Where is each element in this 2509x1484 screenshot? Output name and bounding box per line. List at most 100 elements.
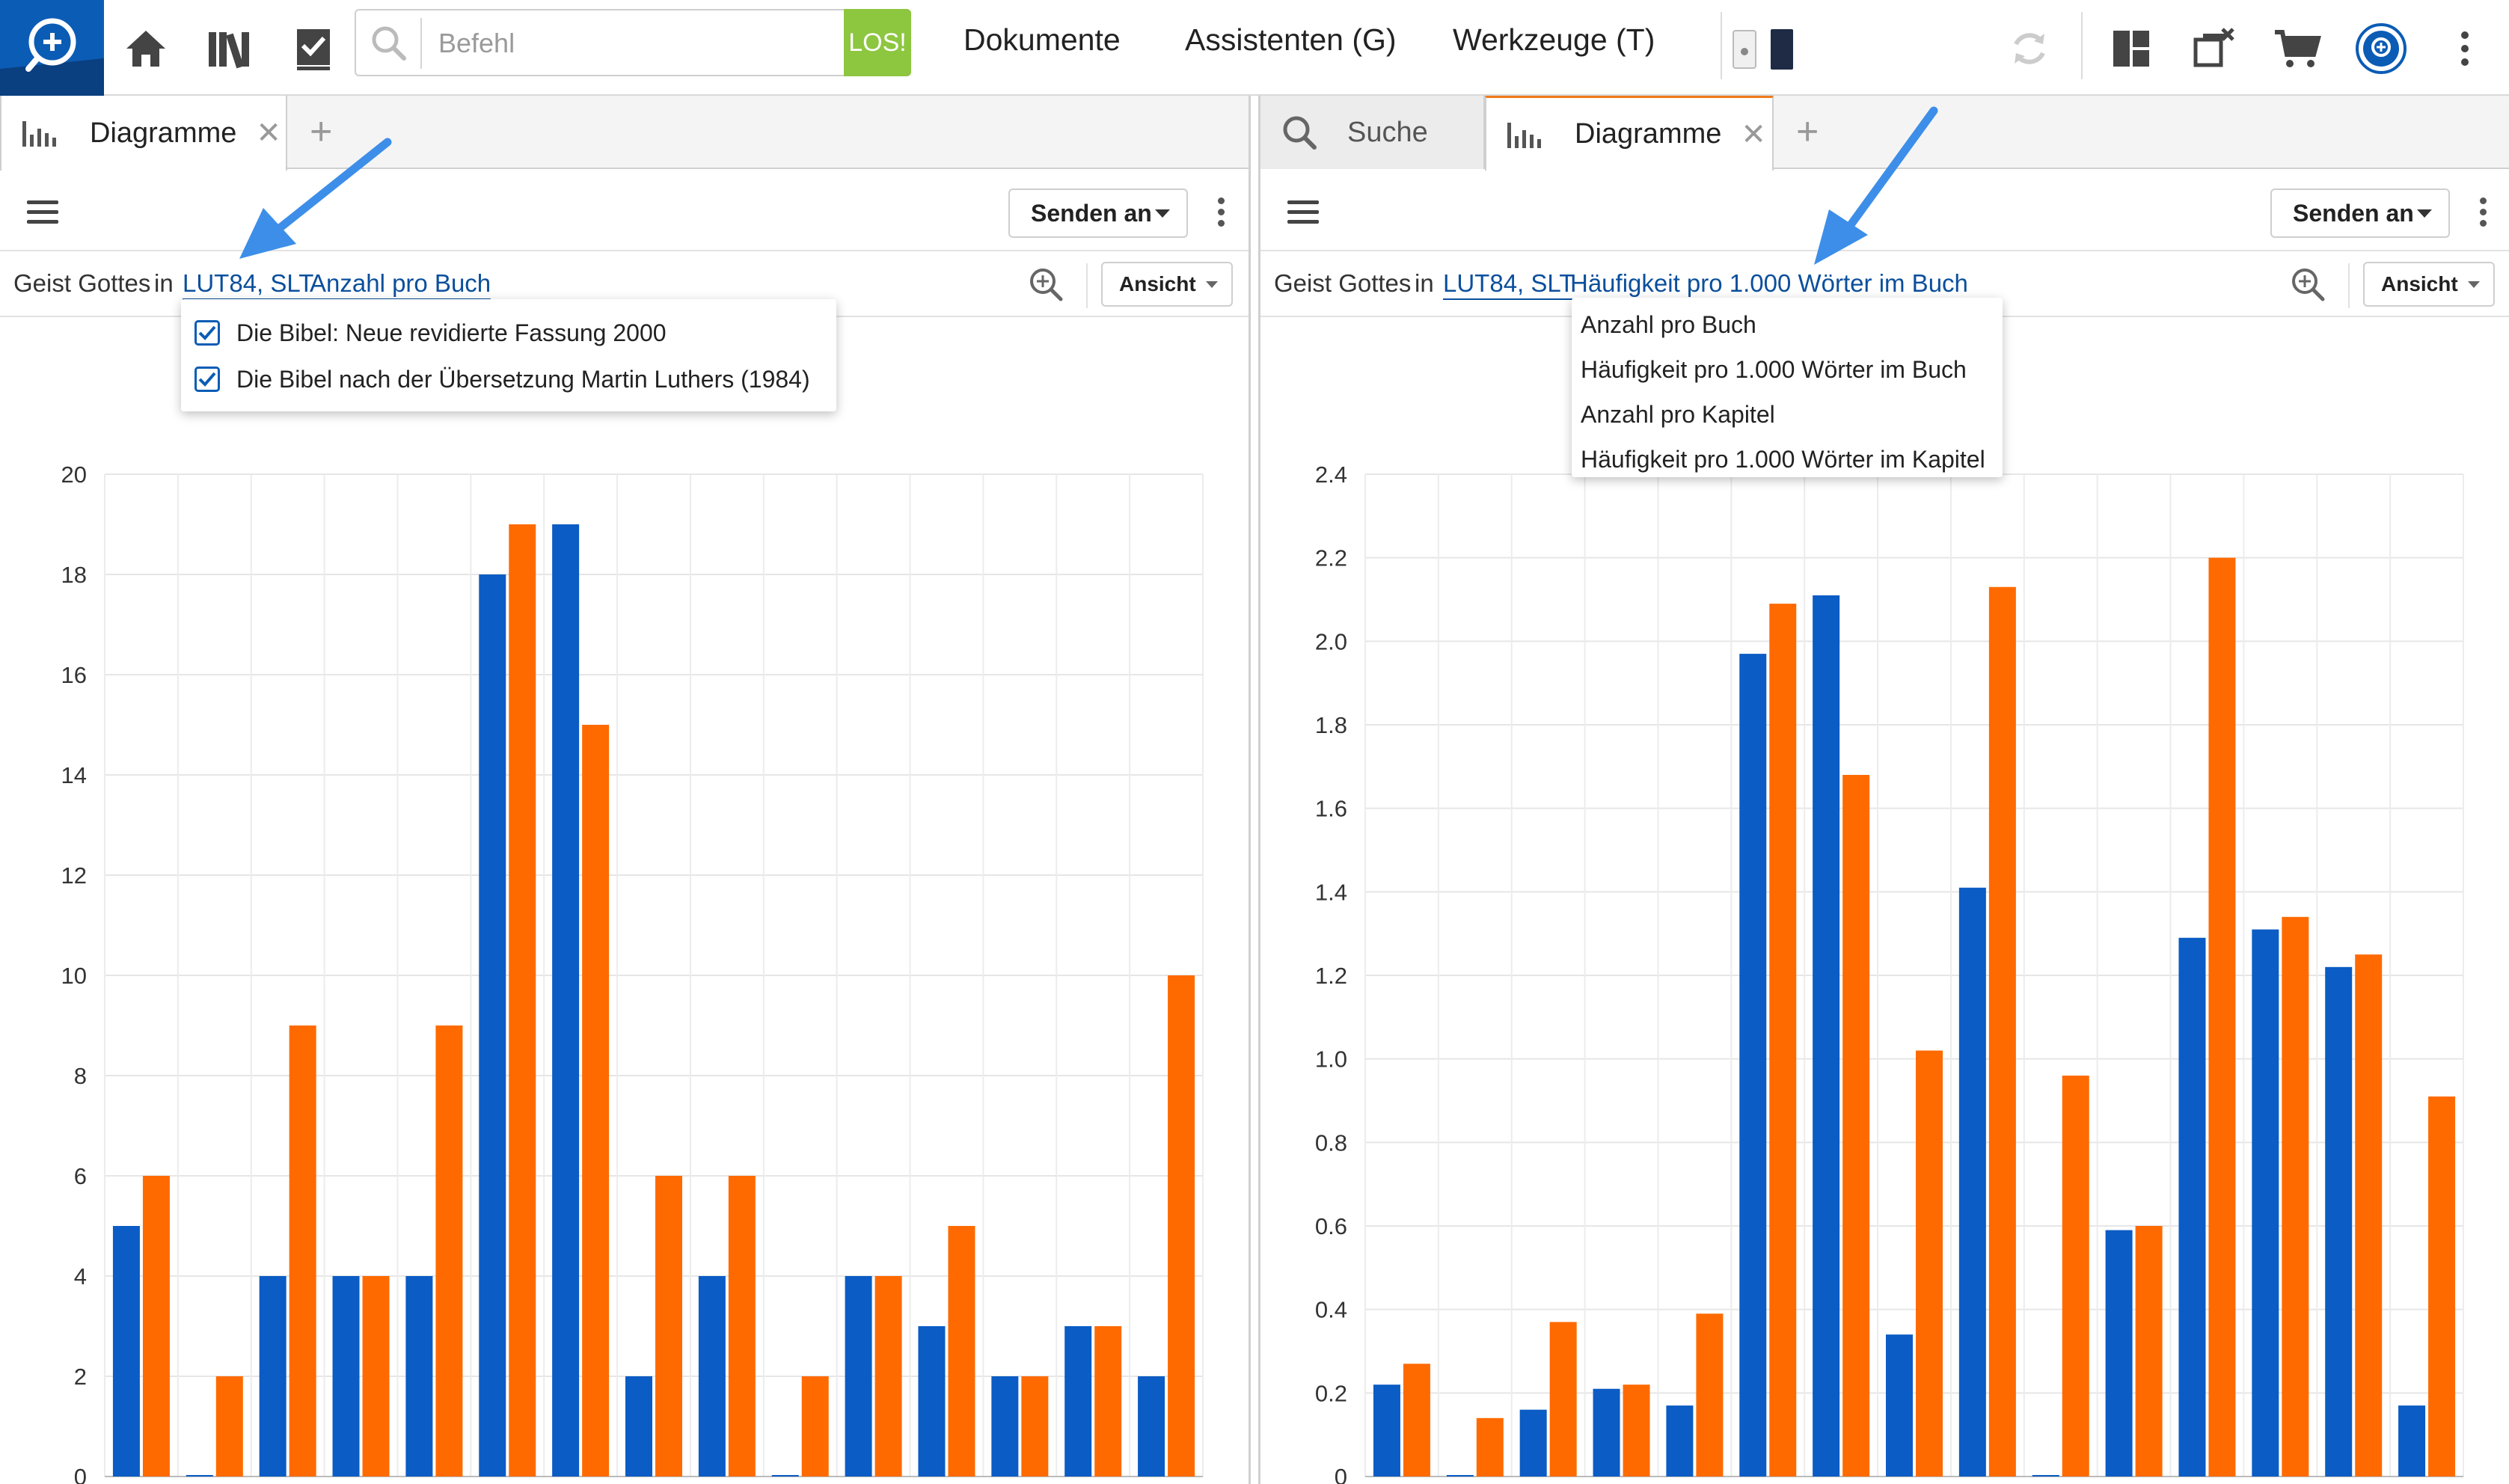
book-icon[interactable]: [1767, 15, 1797, 82]
go-button[interactable]: LOS!: [844, 9, 911, 76]
query-bar: Geist Gottes in LUT84, SLT Häufigkeit pr…: [1260, 253, 2509, 317]
measure-option[interactable]: Häufigkeit pro 1.000 Wörter im Buch: [1581, 355, 1967, 383]
bar: [845, 1276, 872, 1477]
bar: [2135, 1226, 2163, 1477]
tab-suche[interactable]: Suche: [1260, 96, 1485, 169]
more-icon[interactable]: [2480, 197, 2487, 227]
zoom-in-icon[interactable]: [1026, 265, 1065, 304]
chevron-down-icon: [2417, 209, 2432, 218]
tab-strip: Diagramme ✕ +: [0, 96, 1249, 171]
view-label: Ansicht: [1119, 272, 1196, 295]
checkbox[interactable]: [194, 320, 220, 346]
version-option[interactable]: Die Bibel nach der Übersetzung Martin Lu…: [194, 356, 836, 402]
bar: [1769, 604, 1797, 1477]
measure-option[interactable]: Häufigkeit pro 1.000 Wörter im Kapitel: [1581, 445, 1985, 473]
measure-option[interactable]: Anzahl pro Buch: [1581, 310, 1756, 338]
bar: [1886, 1334, 1913, 1477]
bar: [2398, 1405, 2426, 1477]
command-input[interactable]: [438, 21, 812, 66]
bar: [1739, 654, 1767, 1477]
menu-icon[interactable]: [1287, 200, 1319, 224]
close-windows-icon[interactable]: [2180, 15, 2247, 82]
y-tick-label: 0: [1335, 1464, 1347, 1484]
y-tick-label: 16: [61, 662, 87, 688]
y-tick-label: 1.8: [1315, 712, 1347, 738]
bar: [1842, 775, 1870, 1477]
version-option-label: Die Bibel: Neue revidierte Fassung 2000: [236, 319, 667, 346]
bar: [874, 1276, 902, 1477]
tab-label: Diagramme: [90, 117, 237, 149]
logo-icon[interactable]: [0, 0, 104, 96]
checkbox[interactable]: [194, 367, 220, 392]
divider: [2348, 263, 2350, 308]
y-tick-label: 0.8: [1315, 1129, 1347, 1156]
divider: [1721, 12, 1722, 79]
cart-icon[interactable]: [2264, 15, 2331, 82]
sync-icon[interactable]: [1996, 15, 2063, 82]
close-icon[interactable]: ✕: [1741, 117, 1766, 151]
view-button[interactable]: Ansicht: [2363, 262, 2495, 307]
bar: [259, 1276, 287, 1477]
y-tick-label: 2: [74, 1364, 87, 1390]
home-icon[interactable]: [112, 15, 180, 82]
y-tick-label: 2.0: [1315, 628, 1347, 654]
bar: [1666, 1405, 1694, 1477]
arrow-annotation: [239, 138, 392, 259]
bar: [2282, 916, 2309, 1477]
view-button[interactable]: Ansicht: [1101, 262, 1233, 307]
add-tab-button[interactable]: +: [1796, 110, 1819, 153]
close-icon[interactable]: ✕: [256, 117, 281, 150]
device-icon[interactable]: [1730, 15, 1759, 82]
y-tick-label: 1.2: [1315, 963, 1347, 989]
measure-link[interactable]: Häufigkeit pro 1.000 Wörter im Buch: [1570, 269, 1968, 300]
view-label: Ansicht: [2381, 272, 2458, 295]
bar: [362, 1276, 390, 1477]
checklist-icon[interactable]: [280, 15, 347, 82]
menu-tools[interactable]: Werkzeuge (T): [1453, 22, 1655, 57]
bar: [215, 1376, 243, 1477]
menu-assistants[interactable]: Assistenten (G): [1185, 22, 1397, 57]
bar-chart-left: 02468101214161820MtMkLkJohApgRöm1 Kor2 K…: [61, 462, 1204, 1484]
y-tick-label: 0.6: [1315, 1213, 1347, 1239]
version-option[interactable]: Die Bibel: Neue revidierte Fassung 2000: [194, 310, 836, 356]
bar: [1549, 1322, 1577, 1477]
more-icon[interactable]: [2431, 15, 2499, 82]
measure-option[interactable]: Anzahl pro Kapitel: [1581, 400, 1775, 428]
bar: [771, 1475, 799, 1477]
divider: [420, 18, 422, 69]
tab-label: Diagramme: [1575, 118, 1722, 150]
more-icon[interactable]: [1218, 197, 1225, 227]
y-tick-label: 18: [61, 562, 87, 588]
library-icon[interactable]: [196, 15, 263, 82]
measure-popup: Anzahl pro Buch Häufigkeit pro 1.000 Wör…: [1572, 298, 2003, 477]
chart-icon: [22, 121, 56, 147]
y-tick-label: 1.4: [1315, 879, 1347, 905]
account-icon[interactable]: [2347, 15, 2415, 82]
bar: [1916, 1050, 1943, 1477]
versions-link[interactable]: LUT84, SLT: [1443, 269, 1575, 300]
y-tick-label: 0.2: [1315, 1380, 1347, 1406]
send-to-button[interactable]: Senden an: [1008, 188, 1188, 238]
left-panel: Diagramme ✕ + Senden an Geist Gottes in …: [0, 96, 1251, 1484]
bar: [582, 725, 610, 1477]
send-to-label: Senden an: [1031, 199, 1152, 227]
bar: [1696, 1313, 1724, 1477]
menu-documents[interactable]: Dokumente: [964, 22, 1121, 57]
search-icon: [367, 21, 411, 66]
bar: [1476, 1417, 1504, 1477]
bar: [1168, 975, 1195, 1477]
right-panel: Suche Diagramme ✕ + Senden an Geist Gott…: [1258, 96, 2509, 1484]
y-tick-label: 2.2: [1315, 545, 1347, 571]
tab-diagramme[interactable]: Diagramme ✕: [0, 96, 287, 171]
tab-diagramme[interactable]: Diagramme ✕: [1485, 96, 1774, 171]
layout-icon[interactable]: [2098, 15, 2165, 82]
zoom-in-icon[interactable]: [2288, 265, 2327, 304]
y-tick-label: 2.4: [1315, 462, 1347, 488]
send-to-button[interactable]: Senden an: [2270, 188, 2450, 238]
add-tab-button[interactable]: +: [310, 110, 333, 153]
bar: [332, 1276, 360, 1477]
bar: [2105, 1230, 2133, 1477]
versions-link[interactable]: LUT84, SLT: [183, 269, 314, 300]
measure-link[interactable]: Anzahl pro Buch: [310, 269, 491, 300]
menu-icon[interactable]: [27, 200, 58, 224]
